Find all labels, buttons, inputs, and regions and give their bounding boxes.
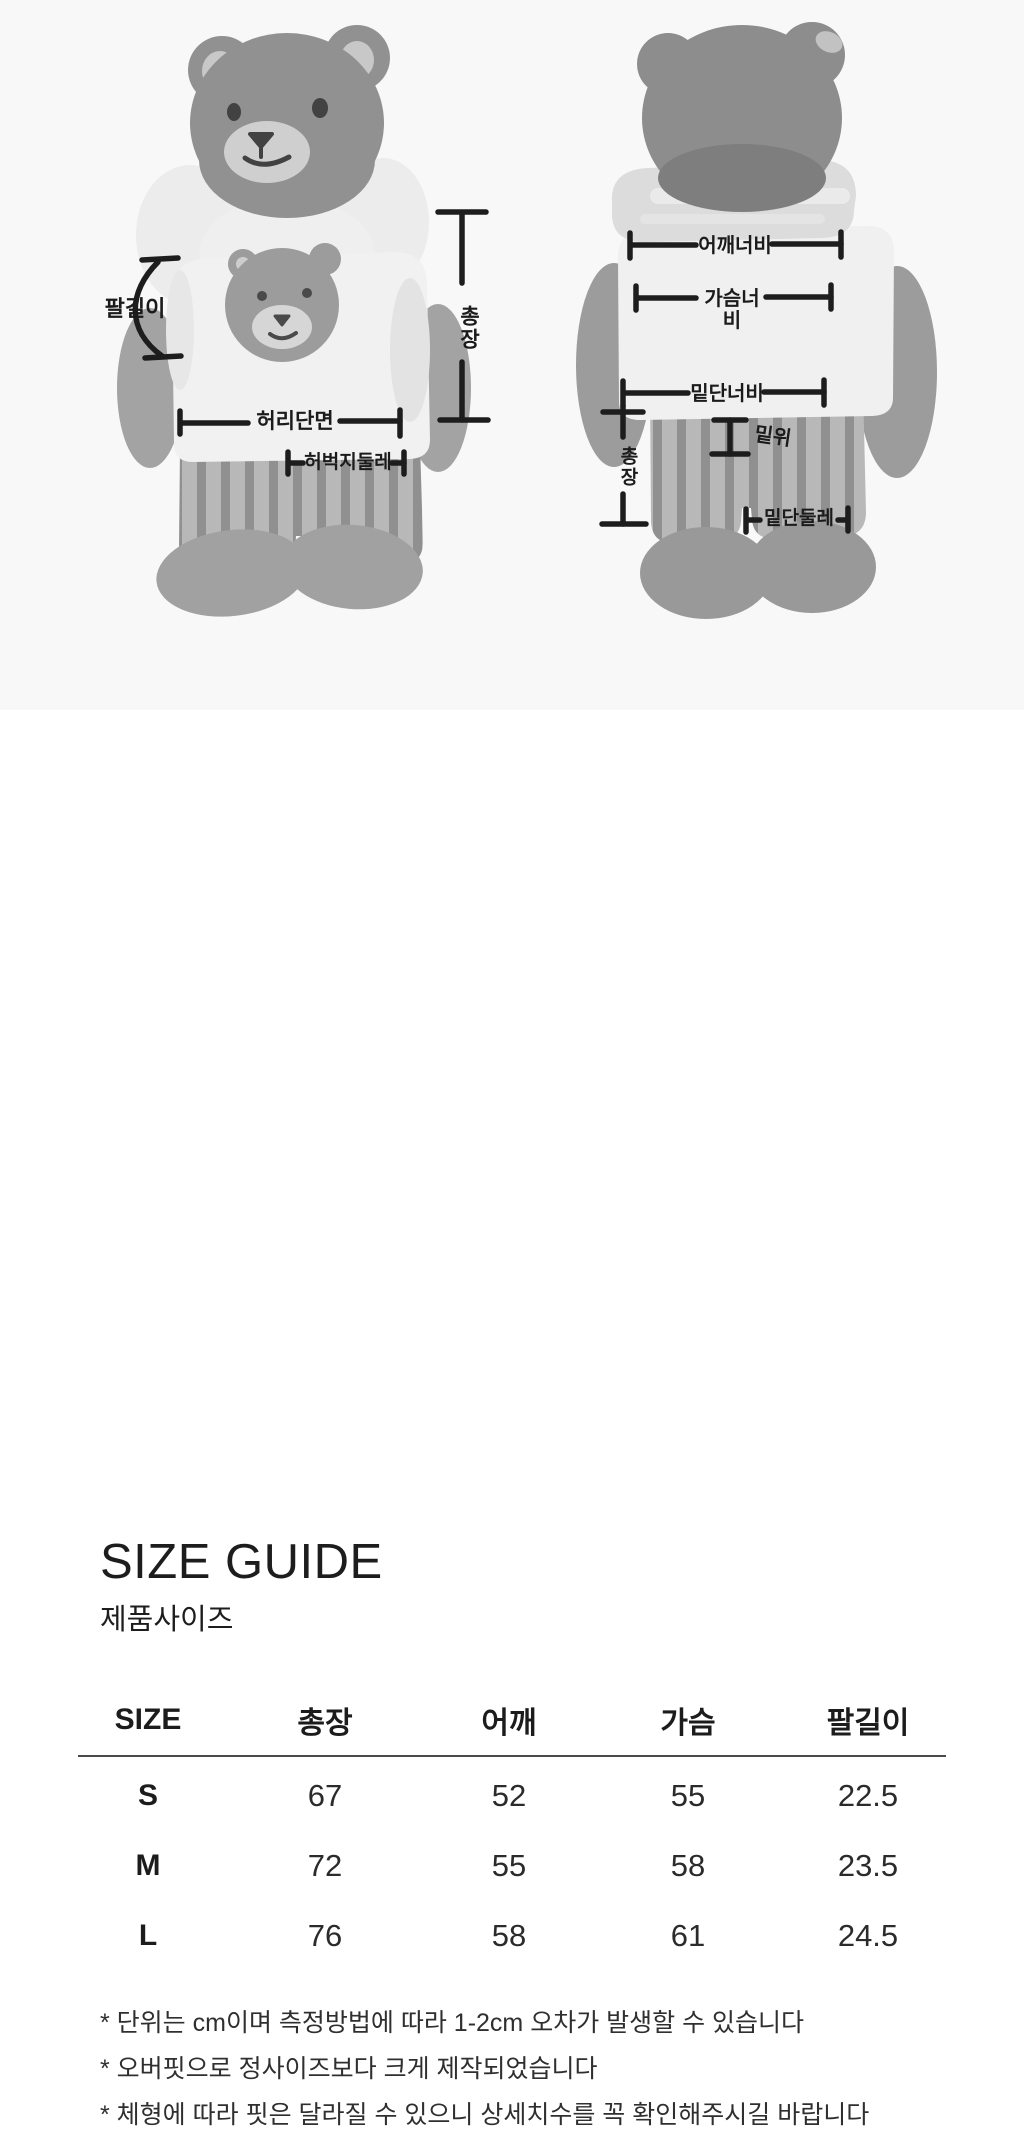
size-table-cell: 55 — [491, 1848, 527, 1883]
back-bear-figure — [576, 22, 937, 619]
measurement-label-shoulder-width: 어깨너비 — [698, 233, 772, 257]
size-guide-subtitle: 제품사이즈 — [100, 1604, 234, 1636]
measurement-label-total-length-back: 총장 — [617, 446, 639, 488]
size-table-header-arm-length: 팔길이 — [790, 1685, 946, 1757]
size-table-cell: 55 — [670, 1778, 706, 1813]
front-bear-chest-print — [225, 243, 341, 362]
size-table-cell: 72 — [307, 1848, 343, 1883]
size-guide-section: SIZE GUIDE 제품사이즈 SIZE 총장 어깨 가슴 팔길이 S 67 … — [0, 710, 1024, 2129]
size-table-cell: 52 — [491, 1778, 527, 1813]
back-bear-shorts — [650, 387, 866, 543]
size-table: SIZE 총장 어깨 가슴 팔길이 S 67 52 55 22.5 M 72 5… — [78, 1685, 946, 1971]
back-bear-shirt — [618, 226, 894, 420]
size-table-cell: 76 — [307, 1918, 343, 1953]
note-line: * 체형에 따라 핏은 달라질 수 있으니 상세치수를 꼭 확인해주시길 바랍니… — [100, 2101, 870, 2129]
measurement-label-hem-width: 밑단너비 — [690, 381, 764, 405]
note-line: * 단위는 cm이며 측정방법에 따라 1-2cm 오차가 발생할 수 있습니다 — [100, 2009, 805, 2037]
measurement-label-thigh-circumference: 허벅지둘레 — [304, 451, 392, 473]
note-line: * 오버핏으로 정사이즈보다 크게 제작되었습니다 — [100, 2055, 598, 2083]
front-bear-head — [188, 25, 390, 218]
size-guide-notes: * 단위는 cm이며 측정방법에 따라 1-2cm 오차가 발생할 수 있습니다… — [100, 2000, 960, 2138]
size-table-cell: 23.5 — [837, 1848, 899, 1883]
size-table-header-size: SIZE — [78, 1685, 218, 1757]
size-table-cell: 58 — [670, 1848, 706, 1883]
size-table-cell: 22.5 — [837, 1778, 899, 1813]
measurement-label-waist-width: 허리단면 — [256, 409, 334, 433]
size-table-header-total-length: 총장 — [218, 1685, 432, 1757]
bear-measurement-illustration — [117, 22, 937, 619]
back-bear-head — [637, 22, 845, 212]
size-table-cell: S — [137, 1779, 158, 1812]
measurement-label-arm-length: 팔길이 — [104, 297, 166, 322]
measurement-label-chest-width: 가슴너비 — [704, 286, 760, 332]
measurement-label-rise: 밑위 — [753, 421, 793, 451]
size-table-cell: L — [138, 1919, 158, 1952]
measurement-lines — [132, 209, 851, 535]
size-guide-title: SIZE GUIDE — [100, 1535, 383, 1589]
size-table-cell: 58 — [491, 1918, 527, 1953]
measurement-label-hem-circumference: 밑단둘레 — [764, 507, 834, 529]
size-table-cell: 24.5 — [837, 1918, 899, 1953]
size-table-cell: 67 — [307, 1778, 343, 1813]
size-diagram-section: 팔길이 총장 허리단면 허벅지둘레 어깨너비 가슴너비 밑단너비 총장 밑위 밑… — [0, 0, 1024, 710]
measurement-label-total-length-front: 총장 — [457, 305, 481, 351]
size-table-cell: 61 — [670, 1918, 706, 1953]
front-bear-figure — [117, 25, 471, 617]
size-table-cell: M — [135, 1849, 161, 1882]
size-table-header-shoulder: 어깨 — [432, 1685, 586, 1757]
size-table-header-chest: 가슴 — [586, 1685, 790, 1757]
